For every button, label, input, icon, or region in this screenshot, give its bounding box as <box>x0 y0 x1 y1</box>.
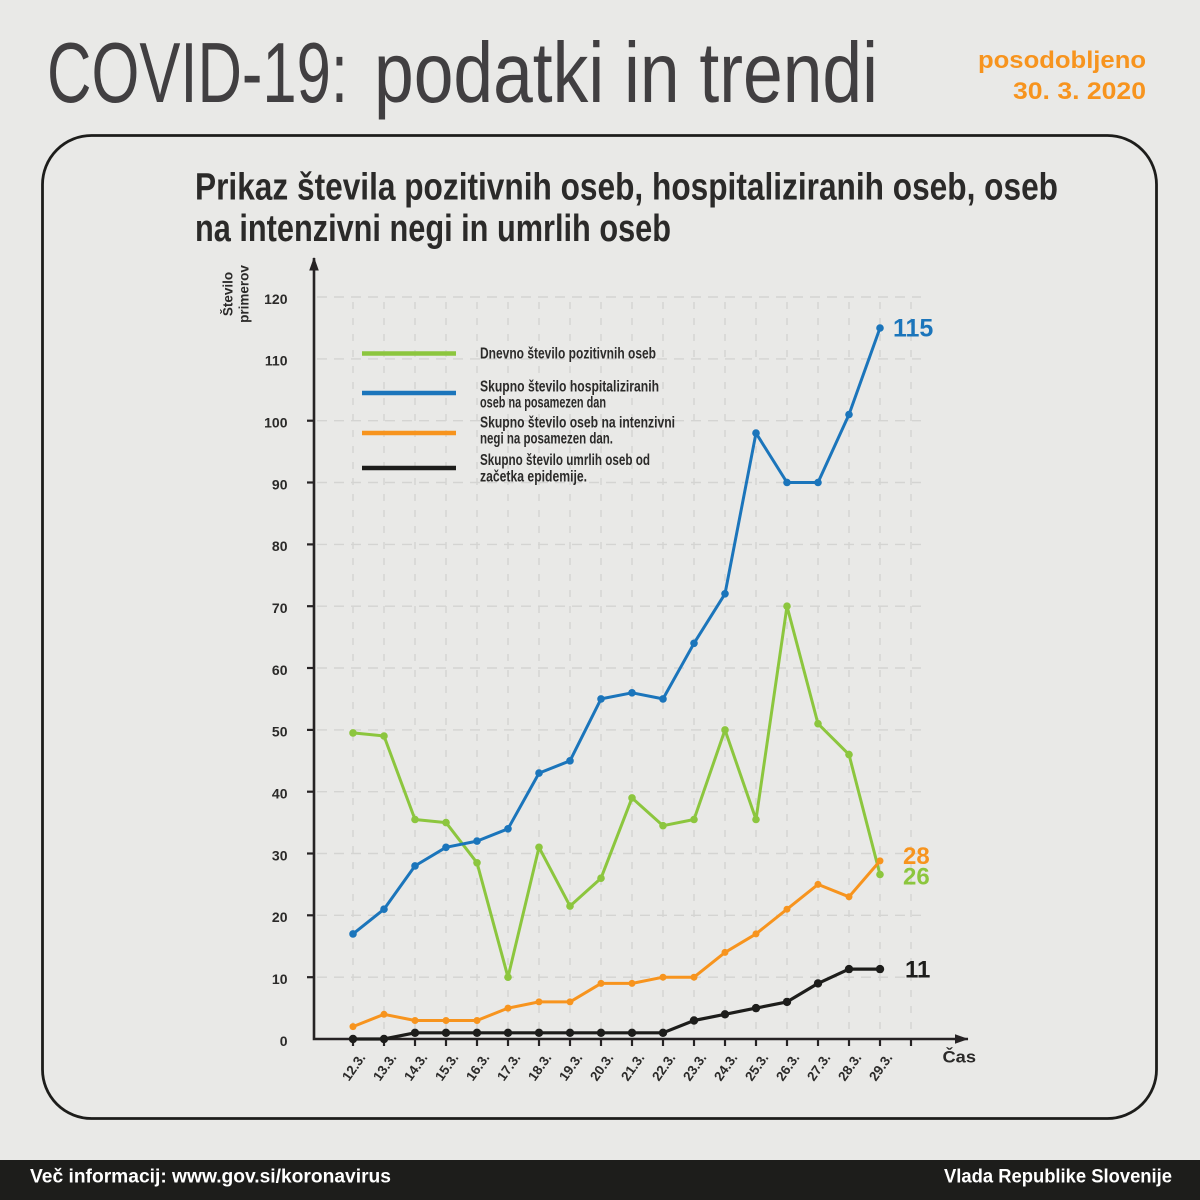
svg-text:Skupno število oseb na intenzi: Skupno število oseb na intenzivni <box>480 415 675 432</box>
svg-text:Dnevno število pozitivnih oseb: Dnevno število pozitivnih oseb <box>480 346 656 363</box>
svg-text:30. 3. 2020: 30. 3. 2020 <box>1013 78 1146 105</box>
svg-text:11: 11 <box>905 957 930 984</box>
svg-text:20: 20 <box>272 909 288 925</box>
svg-text:26: 26 <box>903 864 930 891</box>
svg-text:Število: Število <box>221 272 236 316</box>
svg-text:115: 115 <box>893 315 933 343</box>
svg-text:60: 60 <box>272 662 288 678</box>
svg-text:Prikaz števila pozitivnih oseb: Prikaz števila pozitivnih oseb, hospital… <box>195 167 1058 209</box>
svg-text:posodobljeno: posodobljeno <box>978 47 1146 74</box>
svg-text:Vlada Republike Slovenije: Vlada Republike Slovenije <box>944 1167 1172 1188</box>
svg-text:Več informacij: www.gov.si/kor: Več informacij: www.gov.si/koronavirus <box>30 1167 391 1188</box>
svg-text:začetka epidemije.: začetka epidemije. <box>480 469 587 486</box>
svg-text:100: 100 <box>264 415 288 431</box>
svg-text:negi na posamezen dan.: negi na posamezen dan. <box>480 431 613 448</box>
svg-text:10: 10 <box>272 971 288 987</box>
svg-text:primerov: primerov <box>237 265 252 323</box>
svg-text:Skupno število hospitalizirani: Skupno število hospitaliziranih <box>480 379 659 396</box>
svg-text:oseb na posamezen dan: oseb na posamezen dan <box>480 395 606 412</box>
svg-text:Skupno število umrlih oseb od: Skupno število umrlih oseb od <box>480 452 650 469</box>
svg-text:na intenzivni negi in umrlih o: na intenzivni negi in umrlih oseb <box>195 208 671 250</box>
svg-text:0: 0 <box>280 1033 288 1049</box>
svg-text:120: 120 <box>264 291 288 307</box>
svg-text:80: 80 <box>272 538 288 554</box>
svg-text:90: 90 <box>272 476 288 492</box>
svg-text:30: 30 <box>272 847 288 863</box>
svg-text:28: 28 <box>903 843 930 870</box>
svg-text:50: 50 <box>272 724 288 740</box>
svg-text:COVID-19:podatki in trendi: COVID-19: podatki in trendi <box>47 26 878 121</box>
svg-text:Čas: Čas <box>943 1048 977 1067</box>
svg-text:110: 110 <box>265 353 288 369</box>
svg-text:40: 40 <box>272 786 288 802</box>
svg-text:70: 70 <box>272 600 288 616</box>
